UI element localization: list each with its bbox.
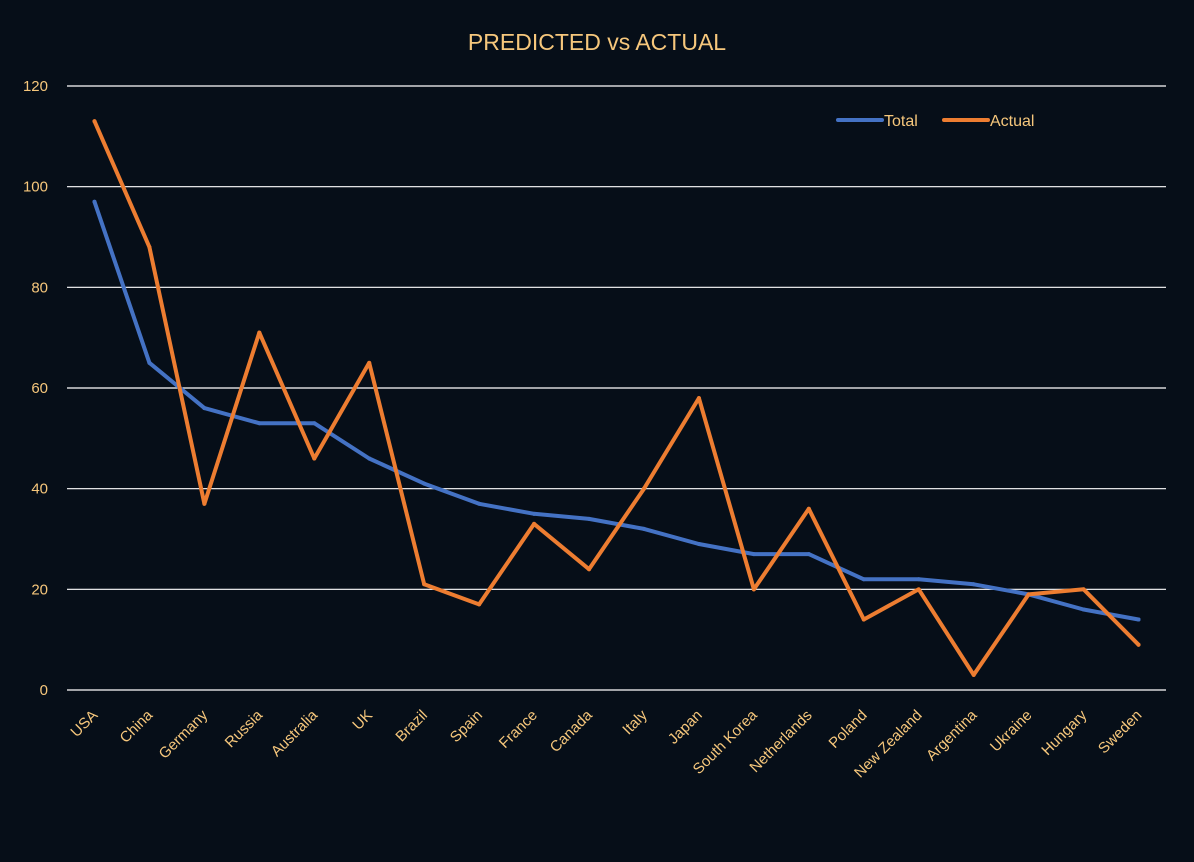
legend-label-actual: Actual <box>990 113 1034 130</box>
data-point-actual <box>1136 642 1141 647</box>
data-point-actual <box>147 245 152 250</box>
data-point-actual <box>1026 592 1031 597</box>
data-point-total <box>971 582 976 587</box>
data-point-total <box>587 516 592 521</box>
data-point-total <box>312 421 317 426</box>
data-point-actual <box>312 456 317 461</box>
y-tick-label: 60 <box>31 380 48 397</box>
data-point-total <box>1136 617 1141 622</box>
data-point-actual <box>806 506 811 511</box>
data-point-total <box>532 511 537 516</box>
data-point-total <box>202 406 207 411</box>
y-tick-label: 0 <box>40 682 48 699</box>
data-point-actual <box>916 587 921 592</box>
chart-title: PREDICTED vs ACTUAL <box>468 29 726 55</box>
data-point-total <box>147 360 152 365</box>
series-lines <box>92 119 1141 677</box>
y-tick-label: 40 <box>31 481 48 498</box>
data-point-actual <box>422 582 427 587</box>
data-point-total <box>92 199 97 204</box>
data-point-actual <box>861 617 866 622</box>
data-point-actual <box>1081 587 1086 592</box>
data-point-total <box>422 481 427 486</box>
data-point-actual <box>257 330 262 335</box>
data-point-actual <box>532 521 537 526</box>
data-point-total <box>916 577 921 582</box>
data-point-total <box>861 577 866 582</box>
data-point-actual <box>202 501 207 506</box>
legend: Total Actual <box>836 113 1034 130</box>
data-point-total <box>367 456 372 461</box>
data-point-actual <box>587 567 592 572</box>
legend-label-total: Total <box>884 113 918 130</box>
y-axis-ticks: 0 20 40 60 80 100 120 <box>23 78 48 699</box>
series-line-actual <box>92 119 1141 677</box>
data-point-total <box>806 552 811 557</box>
series-line-total <box>92 199 1141 622</box>
gridlines <box>67 85 1166 691</box>
data-point-actual <box>641 486 646 491</box>
data-point-actual <box>367 360 372 365</box>
y-tick-label: 100 <box>23 179 48 196</box>
data-point-actual <box>696 396 701 401</box>
y-tick-label: 120 <box>23 78 48 95</box>
data-point-total <box>641 526 646 531</box>
data-point-total <box>1081 607 1086 612</box>
data-point-total <box>751 552 756 557</box>
data-point-total <box>257 421 262 426</box>
data-point-total <box>696 542 701 547</box>
data-point-actual <box>92 119 97 124</box>
data-point-total <box>477 501 482 506</box>
y-tick-label: 20 <box>31 581 48 598</box>
data-point-actual <box>477 602 482 607</box>
data-point-actual <box>971 672 976 677</box>
data-point-actual <box>751 587 756 592</box>
y-tick-label: 80 <box>31 279 48 296</box>
